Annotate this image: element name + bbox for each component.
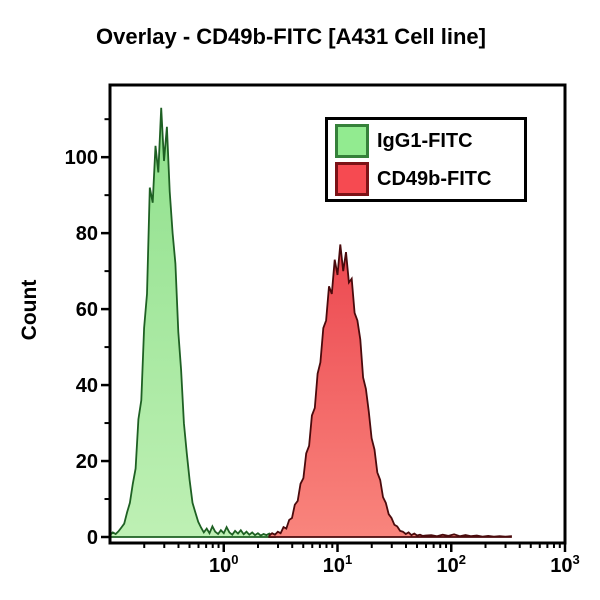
legend-swatch-igg1-fitc (335, 123, 369, 158)
x-tick-label: 103 (550, 552, 579, 577)
y-tick-label: 100 (65, 147, 98, 169)
chart-title: Overlay - CD49b-FITC [A431 Cell line] (96, 24, 486, 49)
legend-label-igg1-fitc: IgG1-FITC (377, 129, 473, 152)
x-tick-label: 100 (209, 552, 238, 577)
y-tick-label: 0 (87, 527, 98, 549)
y-tick-label: 80 (76, 223, 98, 245)
legend-label-cd49b-fitc: CD49b-FITC (377, 167, 492, 190)
legend-item-igg1: IgG1-FITC (335, 123, 524, 158)
legend-swatch-cd49b-fitc (335, 161, 369, 196)
series-area-igg1-fitc (109, 107, 276, 538)
series-area-cd49b-fitc (268, 244, 512, 538)
y-tick-label: 60 (76, 299, 98, 321)
plot-frame (108, 83, 567, 545)
x-tick-label: 101 (323, 552, 352, 577)
legend-item-cd49b: CD49b-FITC (335, 161, 524, 196)
legend: IgG1-FITC CD49b-FITC (325, 117, 527, 202)
y-tick-label: 20 (76, 451, 98, 473)
y-axis-title: Count (18, 279, 41, 341)
y-tick-label: 40 (76, 375, 98, 397)
x-tick-label: 102 (437, 552, 466, 577)
